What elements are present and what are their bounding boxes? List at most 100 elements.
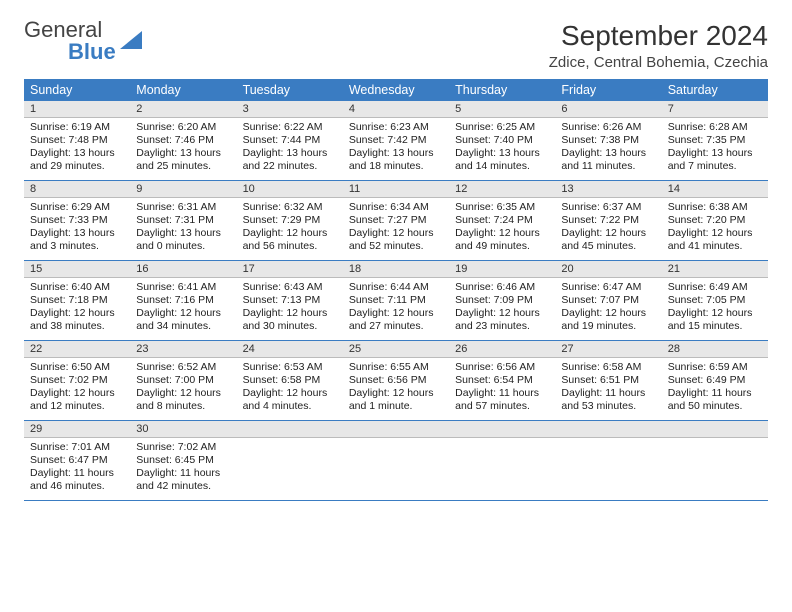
daylight-text: Daylight: 12 hours and 56 minutes.	[243, 227, 337, 253]
day-number: 19	[449, 261, 555, 277]
day-number	[449, 421, 555, 437]
day-number: 2	[130, 101, 236, 117]
day-number: 4	[343, 101, 449, 117]
day-number: 28	[662, 341, 768, 357]
sunrise-text: Sunrise: 6:29 AM	[30, 201, 124, 214]
sunset-text: Sunset: 6:49 PM	[668, 374, 762, 387]
daylight-text: Daylight: 12 hours and 12 minutes.	[30, 387, 124, 413]
sunset-text: Sunset: 6:58 PM	[243, 374, 337, 387]
daylight-text: Daylight: 13 hours and 0 minutes.	[136, 227, 230, 253]
daylight-text: Daylight: 11 hours and 42 minutes.	[136, 467, 230, 493]
day-number: 27	[555, 341, 661, 357]
day-number: 5	[449, 101, 555, 117]
sunrise-text: Sunrise: 7:02 AM	[136, 441, 230, 454]
weekday-label: Monday	[130, 79, 236, 101]
day-number: 30	[130, 421, 236, 437]
day-cell: Sunrise: 6:40 AMSunset: 7:18 PMDaylight:…	[24, 278, 130, 340]
day-number: 10	[237, 181, 343, 197]
sunrise-text: Sunrise: 6:28 AM	[668, 121, 762, 134]
sunrise-text: Sunrise: 7:01 AM	[30, 441, 124, 454]
day-number: 14	[662, 181, 768, 197]
day-cell: Sunrise: 7:02 AMSunset: 6:45 PMDaylight:…	[130, 438, 236, 500]
day-number	[555, 421, 661, 437]
day-number: 9	[130, 181, 236, 197]
day-cell: Sunrise: 6:34 AMSunset: 7:27 PMDaylight:…	[343, 198, 449, 260]
sunset-text: Sunset: 7:00 PM	[136, 374, 230, 387]
sunrise-text: Sunrise: 6:41 AM	[136, 281, 230, 294]
sunset-text: Sunset: 7:44 PM	[243, 134, 337, 147]
day-number: 29	[24, 421, 130, 437]
daylight-text: Daylight: 11 hours and 50 minutes.	[668, 387, 762, 413]
day-cell: Sunrise: 6:26 AMSunset: 7:38 PMDaylight:…	[555, 118, 661, 180]
logo-text-2: Blue	[68, 39, 116, 64]
sunset-text: Sunset: 7:29 PM	[243, 214, 337, 227]
daylight-text: Daylight: 12 hours and 30 minutes.	[243, 307, 337, 333]
day-cell: Sunrise: 6:20 AMSunset: 7:46 PMDaylight:…	[130, 118, 236, 180]
sunset-text: Sunset: 7:48 PM	[30, 134, 124, 147]
day-number: 24	[237, 341, 343, 357]
daylight-text: Daylight: 12 hours and 52 minutes.	[349, 227, 443, 253]
logo: General Blue	[24, 20, 142, 64]
daylight-text: Daylight: 11 hours and 57 minutes.	[455, 387, 549, 413]
day-cell: Sunrise: 6:37 AMSunset: 7:22 PMDaylight:…	[555, 198, 661, 260]
day-number: 25	[343, 341, 449, 357]
sunrise-text: Sunrise: 6:40 AM	[30, 281, 124, 294]
day-cell: Sunrise: 6:28 AMSunset: 7:35 PMDaylight:…	[662, 118, 768, 180]
sunset-text: Sunset: 7:31 PM	[136, 214, 230, 227]
day-cell: Sunrise: 6:59 AMSunset: 6:49 PMDaylight:…	[662, 358, 768, 420]
weekday-label: Thursday	[449, 79, 555, 101]
day-number: 6	[555, 101, 661, 117]
day-cell: Sunrise: 6:31 AMSunset: 7:31 PMDaylight:…	[130, 198, 236, 260]
sunset-text: Sunset: 6:54 PM	[455, 374, 549, 387]
sunrise-text: Sunrise: 6:50 AM	[30, 361, 124, 374]
day-cell: Sunrise: 6:35 AMSunset: 7:24 PMDaylight:…	[449, 198, 555, 260]
day-cell: Sunrise: 6:50 AMSunset: 7:02 PMDaylight:…	[24, 358, 130, 420]
sunrise-text: Sunrise: 6:25 AM	[455, 121, 549, 134]
sunset-text: Sunset: 7:40 PM	[455, 134, 549, 147]
sunset-text: Sunset: 7:27 PM	[349, 214, 443, 227]
day-cell: Sunrise: 6:53 AMSunset: 6:58 PMDaylight:…	[237, 358, 343, 420]
sunset-text: Sunset: 7:33 PM	[30, 214, 124, 227]
sunrise-text: Sunrise: 6:55 AM	[349, 361, 443, 374]
daylight-text: Daylight: 12 hours and 1 minute.	[349, 387, 443, 413]
daylight-text: Daylight: 12 hours and 4 minutes.	[243, 387, 337, 413]
day-cell: Sunrise: 6:47 AMSunset: 7:07 PMDaylight:…	[555, 278, 661, 340]
sunset-text: Sunset: 7:20 PM	[668, 214, 762, 227]
day-number: 21	[662, 261, 768, 277]
sunrise-text: Sunrise: 6:26 AM	[561, 121, 655, 134]
sunrise-text: Sunrise: 6:46 AM	[455, 281, 549, 294]
daylight-text: Daylight: 12 hours and 49 minutes.	[455, 227, 549, 253]
day-number: 23	[130, 341, 236, 357]
sunset-text: Sunset: 7:07 PM	[561, 294, 655, 307]
day-number: 13	[555, 181, 661, 197]
day-cell	[343, 438, 449, 500]
day-number: 26	[449, 341, 555, 357]
daylight-text: Daylight: 12 hours and 41 minutes.	[668, 227, 762, 253]
sunset-text: Sunset: 6:56 PM	[349, 374, 443, 387]
day-cell: Sunrise: 6:55 AMSunset: 6:56 PMDaylight:…	[343, 358, 449, 420]
weekday-label: Sunday	[24, 79, 130, 101]
day-cell	[555, 438, 661, 500]
day-number: 17	[237, 261, 343, 277]
day-number	[237, 421, 343, 437]
day-number: 7	[662, 101, 768, 117]
location: Zdice, Central Bohemia, Czechia	[549, 54, 768, 71]
sunset-text: Sunset: 7:09 PM	[455, 294, 549, 307]
day-cell: Sunrise: 6:56 AMSunset: 6:54 PMDaylight:…	[449, 358, 555, 420]
sunrise-text: Sunrise: 6:56 AM	[455, 361, 549, 374]
day-cell: Sunrise: 6:38 AMSunset: 7:20 PMDaylight:…	[662, 198, 768, 260]
sunset-text: Sunset: 7:11 PM	[349, 294, 443, 307]
daylight-text: Daylight: 13 hours and 7 minutes.	[668, 147, 762, 173]
daylight-text: Daylight: 12 hours and 27 minutes.	[349, 307, 443, 333]
day-number	[343, 421, 449, 437]
sunrise-text: Sunrise: 6:37 AM	[561, 201, 655, 214]
day-cell: Sunrise: 7:01 AMSunset: 6:47 PMDaylight:…	[24, 438, 130, 500]
weekday-header: Sunday Monday Tuesday Wednesday Thursday…	[24, 79, 768, 101]
day-cell: Sunrise: 6:43 AMSunset: 7:13 PMDaylight:…	[237, 278, 343, 340]
logo-triangle-icon	[120, 31, 142, 54]
sunset-text: Sunset: 7:02 PM	[30, 374, 124, 387]
day-number: 12	[449, 181, 555, 197]
month-title: September 2024	[549, 20, 768, 52]
sunset-text: Sunset: 7:13 PM	[243, 294, 337, 307]
calendar: Sunday Monday Tuesday Wednesday Thursday…	[24, 79, 768, 501]
